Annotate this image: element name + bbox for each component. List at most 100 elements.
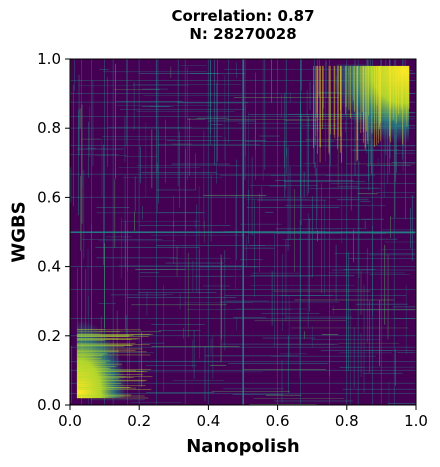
stripe-horizontal — [139, 272, 160, 274]
stripe-horizontal — [228, 363, 329, 365]
streak-low — [76, 335, 130, 336]
stripe-vertical — [89, 106, 90, 158]
streak-high — [357, 65, 358, 160]
streak-low — [76, 387, 130, 389]
streak-high — [366, 65, 367, 132]
streak-low — [76, 342, 136, 344]
stripe-horizontal — [337, 228, 367, 229]
plot-frame — [69, 58, 417, 406]
stripe-value-horizontal — [70, 116, 416, 117]
stripe-horizontal — [131, 304, 227, 306]
stripe-horizontal — [373, 233, 416, 234]
stripe-horizontal — [195, 118, 227, 120]
stripe-horizontal — [337, 199, 369, 201]
streak-high — [360, 65, 362, 133]
streak-high — [328, 65, 330, 153]
stripe-vertical — [333, 306, 334, 315]
stripe-vertical — [298, 303, 300, 379]
stripe-vertical — [80, 175, 81, 251]
stripe-vertical — [70, 167, 72, 203]
stripe-vertical — [314, 162, 316, 176]
stripe-horizontal — [136, 111, 235, 112]
stripe-vertical — [300, 101, 301, 197]
stripe-horizontal — [275, 228, 339, 230]
x-tick-label: 1.0 — [404, 412, 428, 430]
y-tick-label: 1.0 — [37, 50, 61, 68]
y-axis-label: WGBS — [8, 201, 30, 263]
streak-low — [76, 351, 147, 353]
stripe-horizontal — [193, 275, 313, 277]
stripe-vertical — [146, 291, 148, 316]
streak-low — [76, 397, 149, 399]
streak-low — [76, 349, 136, 351]
streak-low — [76, 376, 153, 378]
stripe-horizontal — [360, 201, 371, 202]
stripe-horizontal — [202, 285, 231, 287]
stripe-horizontal — [94, 155, 127, 156]
stripe-horizontal — [331, 269, 416, 271]
stripe-horizontal — [224, 295, 334, 296]
stripe-vertical — [288, 295, 290, 358]
stripe-vertical — [411, 195, 413, 262]
stripe-horizontal — [151, 234, 245, 236]
y-tick-label: 0.6 — [37, 188, 61, 206]
stripe-vertical — [104, 243, 105, 328]
stripe-horizontal — [233, 317, 266, 318]
streak-low — [76, 353, 108, 354]
streak-high — [374, 65, 375, 147]
stripe-vertical — [172, 221, 174, 265]
stripe-horizontal — [218, 165, 339, 167]
stripe-horizontal — [233, 97, 339, 98]
stripe-horizontal — [81, 239, 163, 240]
stripe-horizontal — [95, 360, 222, 362]
stripe-horizontal — [250, 185, 319, 186]
stripe-horizontal — [285, 316, 353, 318]
streak-high — [318, 65, 320, 97]
stripe-horizontal — [286, 238, 398, 240]
stripe-horizontal — [270, 175, 370, 176]
stripe-horizontal — [328, 272, 405, 274]
stripe-horizontal — [186, 308, 292, 310]
stripe-horizontal — [142, 88, 169, 90]
stripe-horizontal — [143, 95, 242, 96]
stripe-value-horizontal — [70, 231, 416, 233]
stripe-horizontal — [339, 185, 358, 187]
streak-high — [353, 65, 355, 112]
stripe-vertical — [324, 200, 325, 295]
stripe-value-horizontal — [70, 80, 416, 81]
stripe-vertical — [341, 131, 343, 244]
stripe-horizontal — [221, 343, 339, 345]
stripe-horizontal — [328, 187, 379, 189]
stripe-vertical — [88, 121, 89, 178]
stripe-horizontal — [321, 334, 339, 335]
stripe-vertical — [133, 81, 135, 130]
stripe-horizontal — [113, 89, 161, 90]
stripe-horizontal — [244, 247, 275, 249]
stripe-horizontal — [151, 323, 205, 325]
streak-high — [406, 65, 408, 127]
streak-low — [76, 339, 132, 340]
stripe-horizontal — [116, 101, 184, 102]
stripe-value-vertical — [393, 59, 395, 405]
streak-low — [76, 346, 125, 348]
x-tick-label: 0.4 — [196, 412, 220, 430]
stripe-value-vertical — [277, 59, 278, 405]
stripe-vertical — [271, 270, 273, 326]
y-tick-label: 0.8 — [37, 119, 61, 137]
stripe-horizontal — [177, 102, 249, 104]
streak-low — [76, 379, 148, 381]
x-tick-label: 0.8 — [335, 412, 359, 430]
stripe-vertical — [306, 90, 308, 196]
streak-high — [337, 65, 339, 150]
streak-low — [76, 354, 105, 356]
streak-low — [76, 329, 141, 331]
stripe-horizontal — [103, 71, 207, 73]
stripe-vertical — [300, 113, 302, 225]
stripe-vertical — [120, 217, 122, 279]
stripe-value-horizontal — [70, 93, 416, 94]
stripe-horizontal — [156, 245, 266, 246]
stripe-horizontal — [220, 301, 340, 303]
stripe-vertical — [360, 333, 362, 378]
stripe-horizontal — [96, 212, 206, 214]
